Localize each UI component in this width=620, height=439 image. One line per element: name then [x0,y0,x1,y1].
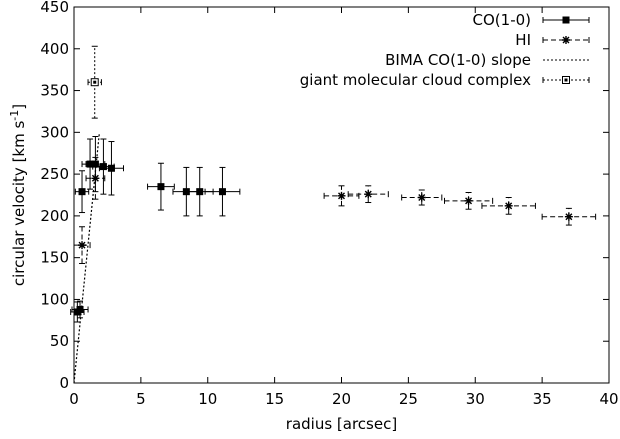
data-point-marker [562,16,570,24]
legend-label: BIMA CO(1-0) slope [385,51,531,69]
x-tick-label: 40 [599,390,618,408]
data-point-marker [196,188,204,196]
x-axis-title: radius [arcsec] [286,415,397,433]
x-tick-label: 5 [136,390,146,408]
data-point-marker [504,201,513,210]
series-0 [70,136,241,323]
legend-label: HI [515,31,531,49]
y-axis-title-bracket: ] [10,104,28,110]
y-tick-label: 400 [40,40,69,58]
y-tick-label: 300 [40,123,69,141]
data-point-marker [364,190,373,199]
x-tick-label: 15 [265,390,284,408]
y-tick-label: 350 [40,82,69,100]
x-tick-label: 35 [533,390,552,408]
data-point [87,45,102,119]
data-point-marker [76,305,84,313]
data-point-marker-core [564,78,568,82]
data-point [401,189,443,206]
y-axis-title-superscript: -1 [8,110,21,121]
data-point [443,191,494,210]
data-point [204,166,241,217]
data-point-marker [91,174,100,183]
data-point [147,162,175,211]
y-tick-label: 150 [40,249,69,267]
y-tick-label: 450 [40,0,69,16]
data-point-marker [562,36,570,44]
data-point [481,197,536,215]
legend-entry: HI [515,31,590,49]
plot-marks [70,45,597,384]
data-point-marker [78,241,87,250]
data-point-marker [218,188,226,196]
data-point [74,170,90,214]
axis-ticks: 0 5 10 15 20 25 30 35 40050100150200250300350400… [40,0,618,408]
y-tick-label: 100 [40,290,69,308]
data-point-marker [157,183,165,191]
legend-label: giant molecular cloud complex [300,71,531,89]
data-point-marker-core [93,80,97,84]
y-tick-label: 50 [50,332,69,350]
data-point [85,156,106,200]
data-point-marker [337,191,346,200]
x-tick-label: 0 [69,390,79,408]
legend-label: CO(1-0) [473,11,531,29]
x-tick-label: 10 [198,390,217,408]
data-point [347,185,389,204]
data-point [541,207,597,226]
data-point-marker [107,164,115,172]
data-point [71,300,89,319]
y-axis-title-main: circular velocity [km s [10,121,28,287]
legend-entry: CO(1-0) [473,11,590,29]
data-point-marker [417,193,426,202]
data-point-marker [78,188,86,196]
y-tick-label: 250 [40,165,69,183]
x-tick-label: 30 [466,390,485,408]
series-3 [87,45,102,119]
x-tick-label: 25 [399,390,418,408]
data-point-marker [99,163,107,171]
legend-entry: giant molecular cloud complex [300,71,590,89]
y-axis-title: circular velocity [km s-1] [8,104,28,286]
y-tick-label: 200 [40,207,69,225]
legend-entry: BIMA CO(1-0) slope [385,51,589,69]
legend: CO(1-0) HI BIMA CO(1-0) slope giant molecul… [300,11,590,89]
x-tick-label: 20 [332,390,351,408]
data-point [98,141,124,196]
data-point-marker [564,212,573,221]
data-point-marker [464,196,473,205]
data-point [323,185,360,207]
series-1 [73,156,597,265]
y-tick-label: 0 [59,374,69,392]
